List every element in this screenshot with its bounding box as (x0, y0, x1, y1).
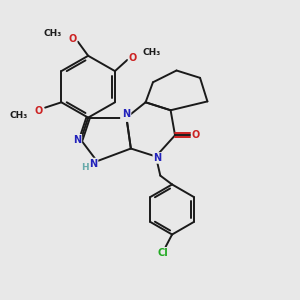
Text: CH₃: CH₃ (9, 111, 28, 120)
Text: N: N (153, 153, 161, 163)
Text: N: N (121, 111, 129, 121)
Text: O: O (128, 52, 137, 62)
Text: Cl: Cl (158, 248, 169, 258)
Text: H: H (81, 163, 88, 172)
Text: N: N (89, 158, 98, 169)
Text: N: N (73, 135, 81, 145)
Text: CH₃: CH₃ (142, 48, 160, 57)
Text: N: N (122, 109, 130, 119)
Text: CH₃: CH₃ (44, 29, 62, 38)
Text: O: O (191, 130, 200, 140)
Text: O: O (34, 106, 43, 116)
Text: O: O (68, 34, 77, 44)
